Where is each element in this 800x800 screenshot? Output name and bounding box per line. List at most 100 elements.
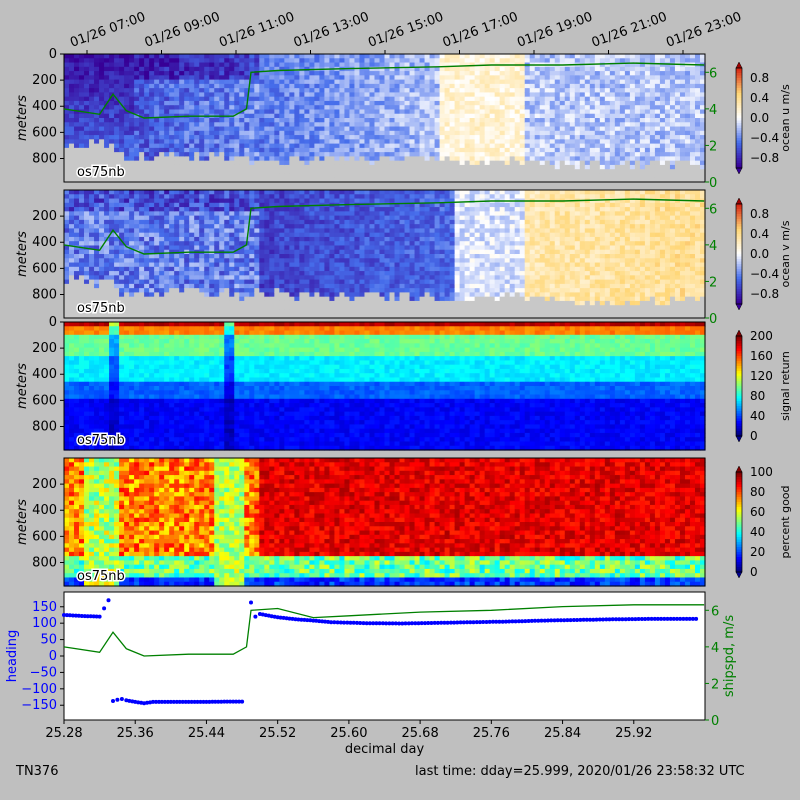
x-tick-label: 25.44 xyxy=(188,726,225,741)
colorbar-label: percent good xyxy=(779,485,792,558)
heading-tick-label: 50 xyxy=(40,633,57,648)
colorbar-tick-label: 40 xyxy=(750,525,765,539)
y-tick-label: 600 xyxy=(32,393,57,408)
heatmap-cells xyxy=(64,322,706,451)
y-tick-label: 400 xyxy=(32,235,57,250)
colorbar-extend-bottom xyxy=(736,572,742,578)
y-tick-label: 0 xyxy=(49,47,57,62)
colorbar-4: 100 80 60 40 20 0 percent good xyxy=(736,465,792,579)
colorbar-tick-label: −0.4 xyxy=(750,131,779,145)
heading-tick-label: −100 xyxy=(21,682,57,697)
y-tick-label: 200 xyxy=(32,477,57,492)
instrument-label: os75nb xyxy=(77,569,125,584)
y-tick-label: 200 xyxy=(32,73,57,88)
top-time-label: 01/26 23:00 xyxy=(664,10,743,51)
y-tick-label: 400 xyxy=(32,367,57,382)
colorbar-tick-label: 60 xyxy=(750,505,765,519)
heading-point xyxy=(240,700,244,704)
top-time-label: 01/26 17:00 xyxy=(441,10,520,51)
instrument-label: os75nb xyxy=(77,433,125,448)
y-tick-label: 600 xyxy=(32,125,57,140)
heading-point xyxy=(107,598,111,602)
top-time-label: 01/26 07:00 xyxy=(68,10,147,51)
top-time-label: 01/26 11:00 xyxy=(217,10,296,51)
colorbar-label: ocean v m/s xyxy=(779,220,792,287)
x-tick-label: 25.76 xyxy=(473,726,510,741)
colorbar-tick-label: −0.4 xyxy=(750,267,779,281)
right-tick-label: 2 xyxy=(709,139,717,154)
x-tick-label: 25.36 xyxy=(117,726,154,741)
x-tick-label: 25.92 xyxy=(615,726,652,741)
shipspd-tick-label: 2 xyxy=(711,677,719,692)
y-axis-label: meters xyxy=(15,95,30,141)
top-time-label: 01/26 13:00 xyxy=(292,10,371,51)
heading-point xyxy=(253,615,257,619)
colorbar-tick-label: 0.4 xyxy=(750,227,769,241)
heatmap-cells xyxy=(64,190,706,319)
right-tick-label: 0 xyxy=(709,176,717,191)
x-tick-label: 25.52 xyxy=(259,726,296,741)
colorbar-tick-label: 80 xyxy=(750,485,765,499)
heading-point xyxy=(98,615,102,619)
heading-point xyxy=(115,698,119,702)
y-tick-label: 800 xyxy=(32,287,57,302)
colorbar-extend-bottom xyxy=(736,436,742,442)
y-axis-label: meters xyxy=(15,363,30,409)
right-tick-label: 4 xyxy=(709,103,717,118)
heading-point xyxy=(102,606,106,610)
colorbar-tick-label: 160 xyxy=(750,349,773,363)
colorbar-tick-label: 0.0 xyxy=(750,247,769,261)
heading-point xyxy=(120,697,124,701)
colorbar-tick-label: 0 xyxy=(750,429,758,443)
colorbar-tick-label: 40 xyxy=(750,409,765,423)
colorbar-tick-label: 0.0 xyxy=(750,111,769,125)
right-tick-label: 0 xyxy=(709,312,717,327)
heading-axis-label: heading xyxy=(5,630,20,683)
top-time-label: 01/26 21:00 xyxy=(590,10,669,51)
y-tick-label: 200 xyxy=(32,341,57,356)
top-time-label: 01/26 19:00 xyxy=(515,10,594,51)
shipspd-axis-label: shipspd, m/s xyxy=(722,615,737,697)
heading-point xyxy=(111,699,115,703)
x-tick-label: 25.84 xyxy=(544,726,581,741)
heading-tick-label: 0 xyxy=(49,649,57,664)
top-time-label: 01/26 15:00 xyxy=(366,10,445,51)
shipspd-tick-label: 4 xyxy=(711,641,719,656)
colorbar-extend-bottom xyxy=(736,168,742,174)
right-tick-label: 6 xyxy=(709,66,717,81)
shipspd-tick-label: 0 xyxy=(711,714,719,729)
y-tick-label: 600 xyxy=(32,261,57,276)
colorbar-tick-label: −0.8 xyxy=(750,287,779,301)
heading-tick-label: 100 xyxy=(32,616,57,631)
y-tick-label: 0 xyxy=(49,315,57,330)
colorbar-extend-bottom xyxy=(736,304,742,310)
top-time-label: 01/26 09:00 xyxy=(143,10,222,51)
colorbar-label: signal return xyxy=(779,351,792,421)
y-axis-label: meters xyxy=(15,231,30,277)
colorbar-tick-label: 20 xyxy=(750,545,765,559)
colorbar-tick-label: 120 xyxy=(750,369,773,383)
colorbar-tick-label: 200 xyxy=(750,329,773,343)
instrument-label: os75nb xyxy=(77,165,125,180)
colorbar-tick-label: 0.8 xyxy=(750,207,769,221)
heading-tick-label: −150 xyxy=(21,698,57,713)
colorbar-tick-label: −0.8 xyxy=(750,151,779,165)
colorbar-extend-top xyxy=(736,466,742,472)
x-tick-label: 25.28 xyxy=(45,726,82,741)
y-tick-label: 800 xyxy=(32,555,57,570)
colorbar-tick-label: 100 xyxy=(750,465,773,479)
y-tick-label: 600 xyxy=(32,529,57,544)
colorbar-tick-label: 0 xyxy=(750,565,758,579)
heading-tick-label: 150 xyxy=(32,600,57,615)
heatmap-cells xyxy=(64,54,706,183)
heatmap-cells xyxy=(64,458,706,587)
colorbar-label: ocean u m/s xyxy=(779,84,792,152)
last-time-label: last time: dday=25.999, 2020/01/26 23:58… xyxy=(415,764,745,779)
